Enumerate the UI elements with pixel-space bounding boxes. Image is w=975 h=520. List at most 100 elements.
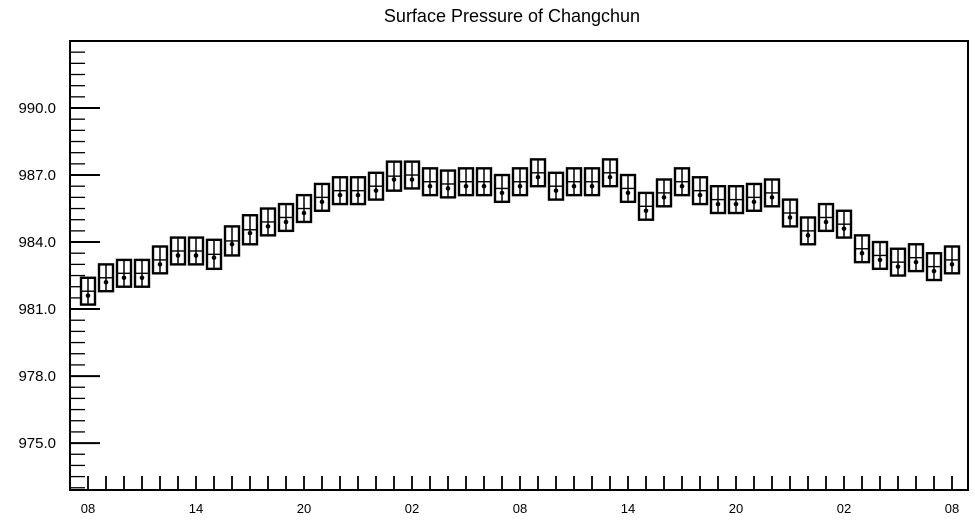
mean-point [229,241,235,247]
mean-point [139,275,145,281]
box-mark [565,167,583,197]
box-mark [457,167,475,197]
box-mark [349,176,367,206]
x-tick-label: 14 [621,501,635,516]
y-tick-label: 987.0 [18,167,56,184]
box-mark [817,202,835,233]
box-mark [943,245,961,275]
box-mark [403,160,421,190]
box-mark [637,191,655,221]
mean-point [661,195,667,200]
x-tick-label: 14 [189,501,203,516]
mean-point [535,174,541,180]
box-mark [673,167,691,197]
box-mark [223,225,241,257]
y-tick-label: 981.0 [18,301,56,318]
box-mark [799,216,817,246]
box-mark [781,198,799,228]
mean-point [301,210,307,216]
chart-title: Surface Pressure of Changchun [384,6,640,26]
box-mark [925,252,943,282]
mean-point [787,215,793,220]
y-tick-label: 984.0 [18,234,56,251]
mean-point [625,190,631,196]
mean-point [895,264,901,269]
mean-point [85,293,91,298]
box-mark [493,173,511,204]
box-mark [547,171,565,201]
box-mark [889,247,907,277]
box-mark [295,193,313,224]
mean-point [751,199,757,205]
x-tick-label: 08 [945,501,959,516]
box-mark [907,243,925,273]
mean-point [841,226,847,231]
y-tick-label: 978.0 [18,368,56,385]
box-mark [727,184,745,215]
mean-point [175,253,181,258]
mean-point [877,257,883,263]
mean-point [103,279,109,285]
mean-point [445,186,451,191]
box-mark [367,171,385,201]
mean-point [481,183,487,189]
box-mark [79,276,97,306]
mean-point [769,195,775,200]
mean-point [949,262,955,267]
box-mark [151,245,169,275]
box-mark [421,167,439,197]
box-mark [331,176,349,206]
mean-point [553,188,559,193]
mean-point [913,259,919,265]
mean-point [157,262,163,267]
box-mark [439,169,457,199]
mean-point [733,201,739,207]
mean-point [643,208,649,214]
mean-point [463,183,469,189]
mean-point [265,224,271,229]
box-mark [529,158,547,188]
box-mark [313,182,331,212]
box-mark [133,258,151,288]
plot-frame [69,40,969,491]
box-mark [709,184,727,215]
x-tick-label: 20 [297,501,311,516]
mean-point [697,192,703,198]
mean-point [679,183,685,189]
mean-point [319,199,325,205]
box-mark [583,167,601,197]
mean-point [211,255,217,260]
mean-point [337,192,343,198]
mean-point [247,230,253,236]
mean-point [859,250,865,256]
x-tick-label: 08 [81,501,95,516]
mean-point [193,253,199,258]
box-mark [853,234,871,264]
mean-point [823,219,829,225]
x-tick-label: 02 [837,501,851,516]
box-mark [385,160,403,192]
mean-point [931,268,937,274]
mean-point [499,190,505,196]
mean-point [715,201,721,207]
box-mark [763,178,781,208]
x-tick-label: 20 [729,501,743,516]
box-mark [475,167,493,197]
y-tick-label: 975.0 [18,435,56,452]
mean-point [409,177,415,182]
box-mark [511,167,529,197]
box-mark [115,258,133,288]
y-tick-label: 990.0 [18,100,56,117]
x-tick-label: 02 [405,501,419,516]
data-series [79,158,961,306]
mean-point [589,183,595,189]
box-mark [835,209,853,239]
mean-point [607,174,613,180]
box-mark [277,202,295,233]
box-mark [871,240,889,271]
box-mark [169,236,187,266]
x-tick-label: 08 [513,501,527,516]
box-mark [97,263,115,293]
mean-point [355,192,361,198]
